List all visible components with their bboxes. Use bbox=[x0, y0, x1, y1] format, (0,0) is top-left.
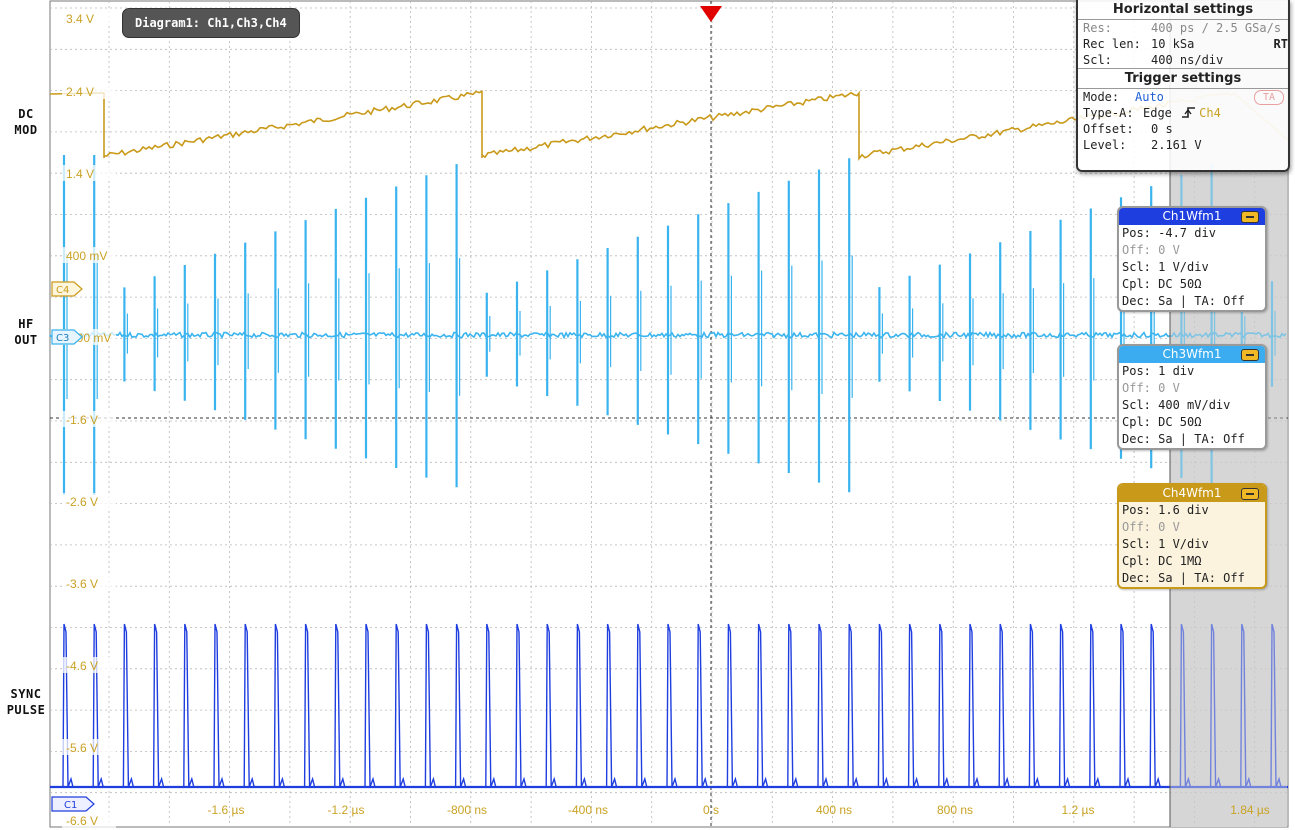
c3-channel-marker[interactable]: C3 bbox=[51, 329, 83, 345]
settings-panel[interactable]: Horizontal settings Res: 400 ps / 2.5 GSa… bbox=[1076, 0, 1290, 172]
ch1-pos: Pos: -4.7 div bbox=[1122, 226, 1216, 240]
y-axis-label: 2.4 V bbox=[62, 83, 116, 99]
trigger-mode-row: Mode: Auto TA bbox=[1078, 89, 1288, 105]
trigger-ta-badge: TA bbox=[1254, 90, 1284, 105]
ch4-dec: Dec: Sa | TA: Off bbox=[1122, 571, 1245, 585]
ch1-wfm-header[interactable]: Ch1Wfm1 bbox=[1119, 208, 1265, 225]
minimize-icon[interactable] bbox=[1241, 211, 1259, 223]
ch1-dec: Dec: Sa | TA: Off bbox=[1122, 294, 1245, 308]
y-axis-label-text: 3.4 V bbox=[66, 12, 94, 26]
x-axis-labels: -1.6 µs -1.2 µs -800 ns -400 ns 0 s 400 ns 800… bbox=[208, 803, 1270, 817]
diagram-tab[interactable]: Diagram1: Ch1,Ch3,Ch4 bbox=[123, 9, 299, 37]
ch4-scl: Scl: 1 V/div bbox=[1122, 537, 1209, 551]
ch3-cpl: Cpl: DC 50Ω bbox=[1122, 415, 1202, 429]
c1-channel-marker[interactable]: C1 bbox=[51, 796, 95, 812]
y-axis-label-text: -1.6 V bbox=[66, 413, 98, 427]
ch1-waveform bbox=[50, 623, 1288, 788]
horizontal-scl-row: Scl: 400 ns/div bbox=[1083, 53, 1224, 67]
side-label-dc-mod: DC MOD bbox=[14, 107, 38, 137]
x-axis-label: -1.2 µs bbox=[328, 803, 365, 817]
c4-channel-marker[interactable]: C4 bbox=[51, 281, 83, 297]
rt-indicator: RT bbox=[1273, 37, 1288, 51]
horizontal-res-row: Res: 400 ps / 2.5 GSa/s bbox=[1083, 21, 1282, 35]
y-axis-label: -1.6 V bbox=[62, 411, 116, 427]
ch4-sawtooth-trace bbox=[49, 90, 1289, 162]
y-axis-label-text: 2.4 V bbox=[66, 85, 94, 99]
x-axis-label: -400 ns bbox=[568, 803, 608, 817]
ch4-waveform bbox=[49, 90, 1289, 162]
x-axis-label: -800 ns bbox=[447, 803, 487, 817]
ch4-off: Off: 0 V bbox=[1122, 520, 1180, 534]
trigger-level-row: Level: 2.161 V bbox=[1083, 138, 1202, 152]
ch1-pulse-trace bbox=[50, 623, 1288, 789]
svg-text:C1: C1 bbox=[64, 800, 77, 811]
trigger-offset-row: Offset: 0 s bbox=[1083, 122, 1173, 136]
y-axis-label: -3.6 V bbox=[62, 575, 116, 591]
x-axis-label: -1.6 µs bbox=[208, 803, 245, 817]
ch3-dec: Dec: Sa | TA: Off bbox=[1122, 432, 1245, 446]
ch1-cpl: Cpl: DC 50Ω bbox=[1122, 277, 1202, 291]
svg-text:C3: C3 bbox=[56, 333, 69, 344]
y-axis-label-text: -2.6 V bbox=[66, 495, 98, 509]
y-axis-label: 400 mV bbox=[62, 247, 116, 263]
y-axis-label: 3.4 V bbox=[62, 10, 116, 26]
ch1-off: Off: 0 V bbox=[1122, 243, 1180, 257]
y-axis-label-text: -4.6 V bbox=[66, 659, 98, 673]
ch3-scl: Scl: 400 mV/div bbox=[1122, 398, 1231, 412]
ch1-wfm-box[interactable]: Ch1Wfm1 Pos: -4.7 div Off: 0 V Scl: 1 V/… bbox=[1117, 206, 1267, 312]
ch4-cpl: Cpl: DC 1MΩ bbox=[1122, 554, 1202, 568]
y-axis-label: -2.6 V bbox=[62, 493, 116, 509]
y-axis-label-text: -5.6 V bbox=[66, 741, 98, 755]
horizontal-rec-row: Rec len: 10 kSa RT bbox=[1083, 37, 1288, 51]
y-axis-label: -6.6 V bbox=[62, 812, 116, 828]
ch4-pos: Pos: 1.6 div bbox=[1122, 503, 1209, 517]
side-label-sync-pulse: SYNC PULSE bbox=[6, 687, 46, 717]
y-axis-label-text: -6.6 V bbox=[66, 814, 98, 828]
ch3-pos: Pos: 1 div bbox=[1122, 364, 1195, 378]
svg-text:C4: C4 bbox=[56, 285, 69, 296]
y-axis-label-text: 1.4 V bbox=[66, 167, 94, 181]
minimize-icon[interactable] bbox=[1241, 349, 1259, 361]
ch3-off: Off: 0 V bbox=[1122, 381, 1180, 395]
x-axis-label: 0 s bbox=[703, 803, 719, 817]
ch3-wfm-box[interactable]: Ch3Wfm1 Pos: 1 div Off: 0 V Scl: 400 mV/… bbox=[1117, 344, 1267, 450]
minimize-icon[interactable] bbox=[1241, 488, 1259, 500]
rising-edge-icon bbox=[1182, 107, 1196, 118]
side-label-hf-out: HF OUT bbox=[14, 317, 38, 347]
grid bbox=[50, 1, 1288, 827]
trigger-type-row: Type-A: Edge Ch4 bbox=[1083, 106, 1221, 120]
trigger-position-marker[interactable] bbox=[700, 6, 722, 22]
ch3-wfm-header[interactable]: Ch3Wfm1 bbox=[1119, 346, 1265, 363]
ch4-wfm-box[interactable]: Ch4Wfm1 Pos: 1.6 div Off: 0 V Scl: 1 V/d… bbox=[1117, 483, 1267, 589]
y-axis-label: -4.6 V bbox=[62, 657, 116, 673]
ch1-scl: Scl: 1 V/div bbox=[1122, 260, 1209, 274]
x-axis-label: 400 ns bbox=[816, 803, 852, 817]
ch4-wfm-header[interactable]: Ch4Wfm1 bbox=[1119, 485, 1265, 502]
x-axis-label: 1.84 µs bbox=[1230, 803, 1270, 817]
horizontal-settings-title: Horizontal settings bbox=[1078, 0, 1288, 20]
y-axis-label: -5.6 V bbox=[62, 739, 116, 755]
x-axis-label: 800 ns bbox=[937, 803, 973, 817]
trigger-settings-title: Trigger settings bbox=[1078, 68, 1288, 89]
y-axis-label-text: -3.6 V bbox=[66, 577, 98, 591]
y-axis-label-text: 400 mV bbox=[66, 249, 107, 263]
y-axis-label: 1.4 V bbox=[62, 165, 116, 181]
x-axis-label: 1.2 µs bbox=[1062, 803, 1095, 817]
